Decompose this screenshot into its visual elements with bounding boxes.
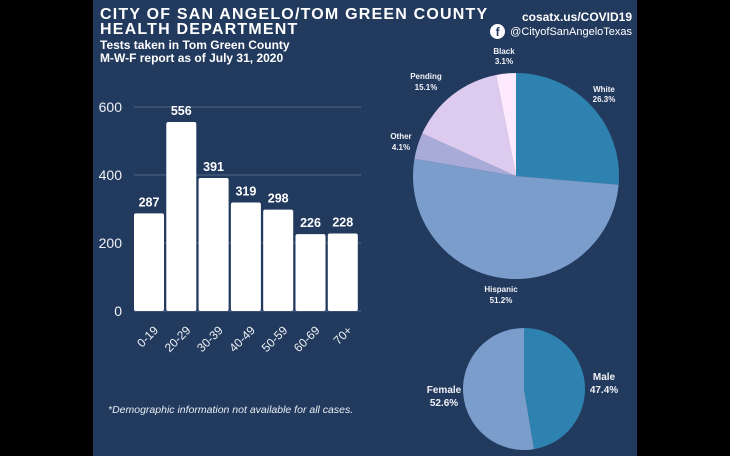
title-line-1: CITY OF SAN ANGELO/TOM GREEN COUNTY xyxy=(100,6,489,23)
x-tick-label: 30-39 xyxy=(194,323,226,355)
slice-male xyxy=(524,328,585,450)
subtitle-line-1: Tests taken in Tom Green County xyxy=(100,38,290,52)
bar-60-69 xyxy=(295,234,326,311)
facebook-handle: @CityofSanAngeloTexas xyxy=(510,25,632,38)
slice-label: Other xyxy=(390,132,411,141)
bar-value-label: 391 xyxy=(203,160,224,174)
subtitle-line-2: M-W-F report as of July 31, 2020 xyxy=(100,50,284,65)
title-line-2: HEALTH DEPARTMENT xyxy=(100,21,299,38)
bar-50-59 xyxy=(263,209,294,311)
slice-label: Pending xyxy=(410,72,442,81)
bar-value-label: 319 xyxy=(235,185,256,199)
x-tick-label: 20-29 xyxy=(162,323,194,355)
y-tick-label: 400 xyxy=(99,167,123,183)
y-tick-label: 0 xyxy=(114,303,122,319)
facebook-icon: f xyxy=(490,24,506,39)
gender-pie-chart: Male 47.4% Female 52.6% xyxy=(427,328,618,450)
slice-percent-label: 47.4% xyxy=(590,385,618,396)
x-tick-label: 70+ xyxy=(331,323,355,347)
slice-label: Female xyxy=(427,385,462,396)
slice-percent-label: 4.1% xyxy=(392,143,410,152)
slice-percent-label: 52.6% xyxy=(430,398,458,409)
bar-value-label: 228 xyxy=(332,215,353,229)
footnote: *Demographic information not available f… xyxy=(108,404,354,416)
slice-percent-label: 15.1% xyxy=(415,83,438,92)
bar-value-label: 287 xyxy=(139,195,160,209)
bar-value-label: 226 xyxy=(300,216,321,230)
bar-0-19 xyxy=(134,213,164,311)
bar-40-49 xyxy=(230,202,261,311)
slice-white xyxy=(516,73,619,185)
x-tick-label: 50-59 xyxy=(259,323,291,355)
facebook-handle-row: f @CityofSanAngeloTexas xyxy=(490,24,632,39)
slice-female xyxy=(462,328,534,450)
bar-value-label: 556 xyxy=(171,104,192,118)
slice-percent-label: 3.1% xyxy=(495,57,513,66)
website-url: cosatx.us/COVID19 xyxy=(521,10,632,24)
age-bar-chart: 0 200 400 600 287 0-19 556 20-29 391 30-39 319 40-4… xyxy=(99,99,361,355)
slice-label: Black xyxy=(493,47,515,56)
x-tick-label: 40-49 xyxy=(226,323,258,355)
bar-20-29 xyxy=(166,121,197,312)
x-tick-label: 0-19 xyxy=(134,323,161,350)
slice-other xyxy=(414,133,516,176)
bar-30-39 xyxy=(198,178,229,311)
y-tick-label: 200 xyxy=(99,235,123,251)
slice-label: Male xyxy=(593,372,616,383)
y-tick-label: 600 xyxy=(99,99,123,115)
bar-70+ xyxy=(327,233,358,311)
slice-label: White xyxy=(593,85,615,94)
slice-hispanic xyxy=(412,158,619,280)
slice-percent-label: 26.3% xyxy=(593,95,616,104)
bar-value-label: 298 xyxy=(268,192,289,206)
x-tick-label: 60-69 xyxy=(291,323,323,355)
slice-percent-label: 51.2% xyxy=(490,296,513,305)
slice-black xyxy=(496,73,516,176)
slice-pending xyxy=(422,74,516,176)
slice-label: Hispanic xyxy=(484,285,518,294)
